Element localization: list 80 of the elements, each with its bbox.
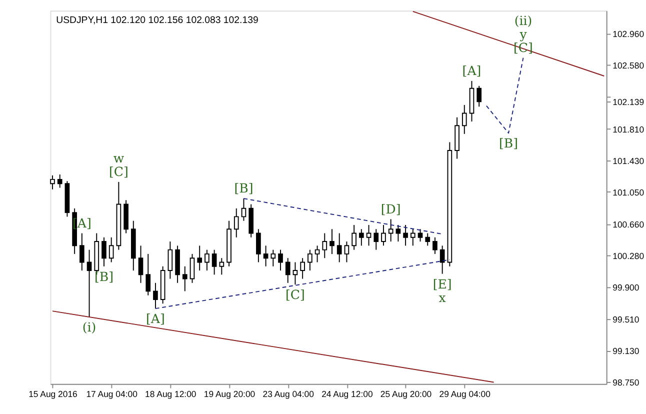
y-tick-label: 101.430 (612, 156, 644, 166)
candlestick (57, 174, 62, 188)
candlestick (219, 258, 224, 276)
candlestick (212, 249, 217, 276)
candlestick (138, 245, 144, 284)
y-tick-label: 102.960 (612, 29, 644, 40)
candlestick (79, 232, 84, 271)
candlestick (352, 224, 356, 250)
candlestick (182, 266, 188, 292)
candlestick (336, 232, 342, 263)
x-tick-label: 23 Aug 04:00 (262, 388, 314, 399)
candlestick (388, 218, 394, 242)
annotation: (i) (82, 319, 96, 334)
candlestick (263, 245, 268, 267)
candlestick (168, 241, 173, 280)
candlestick (374, 228, 379, 250)
candlestick (234, 208, 239, 238)
candlestick (204, 249, 210, 271)
x-tick-label: 19 Aug 20:00 (204, 388, 256, 399)
candlestick (241, 198, 246, 222)
annotation: [B] (94, 268, 114, 284)
x-tick-label: 15 Aug 2016 (28, 388, 78, 399)
annotation: [D] (380, 201, 401, 216)
y-tick-label: 99.130 (612, 346, 640, 356)
candlestick (476, 85, 482, 108)
candlestick (102, 236, 106, 267)
annotation: [B] (499, 136, 518, 151)
y-tick-label: 101.050 (612, 187, 644, 198)
candlestick (403, 224, 408, 246)
x-tick-label: 25 Aug 20:00 (380, 388, 432, 399)
candlestick (256, 228, 261, 263)
candlestick (462, 104, 467, 134)
candlestick (396, 224, 401, 242)
candlestick (190, 253, 195, 284)
candlestick (366, 224, 372, 246)
candlestick (410, 228, 416, 246)
candlestick (108, 236, 114, 263)
annotation: y (518, 26, 528, 42)
candlestick (322, 232, 328, 259)
annotation: [C] (286, 287, 305, 302)
y-tick-label: 99.900 (612, 282, 640, 292)
candlestick (146, 253, 151, 296)
candlestick (344, 241, 350, 263)
annotation: [A] (146, 311, 165, 326)
candlestick (300, 258, 305, 280)
annotation: [B] (234, 180, 254, 196)
candlestick (278, 249, 283, 271)
y-tick-label: 100.280 (612, 250, 644, 261)
x-tick-label: 18 Aug 12:00 (145, 388, 196, 399)
y-tick-label: 102.139 (612, 97, 644, 108)
candlestick (270, 249, 276, 267)
annotation: [C] (108, 164, 128, 180)
annotation: [E] (432, 276, 452, 292)
candlestick (197, 245, 202, 271)
y-tick-label: 102.580 (612, 60, 644, 71)
candlestick (425, 232, 430, 246)
candlestick (153, 282, 158, 310)
x-tick-label: 24 Aug 12:00 (322, 388, 373, 399)
candlestick (432, 236, 438, 254)
candlestick (50, 174, 55, 190)
candlestick (330, 228, 334, 254)
chart-title: USDJPY,H1 102.120 102.156 102.083 102.139 (56, 15, 258, 26)
x-tick-label: 17 Aug 04:00 (86, 388, 138, 399)
candlestick (308, 249, 312, 271)
candlestick (292, 262, 298, 286)
candlestick (418, 228, 423, 242)
candlestick (381, 224, 386, 246)
annotation: (ii) (514, 12, 532, 28)
x-tick-label: 29 Aug 04:00 (439, 388, 491, 399)
y-tick-label: 100.660 (612, 220, 644, 230)
candlestick (86, 249, 92, 318)
candlestick (359, 228, 364, 246)
candlestick (314, 245, 320, 263)
y-tick-label: 99.510 (612, 314, 640, 325)
y-tick-label: 101.810 (612, 124, 644, 134)
candlestick (285, 258, 290, 284)
y-tick-label: 98.750 (612, 378, 640, 388)
annotation: w (113, 150, 124, 166)
annotation: x (438, 290, 446, 305)
annotation: [A] (462, 63, 482, 78)
